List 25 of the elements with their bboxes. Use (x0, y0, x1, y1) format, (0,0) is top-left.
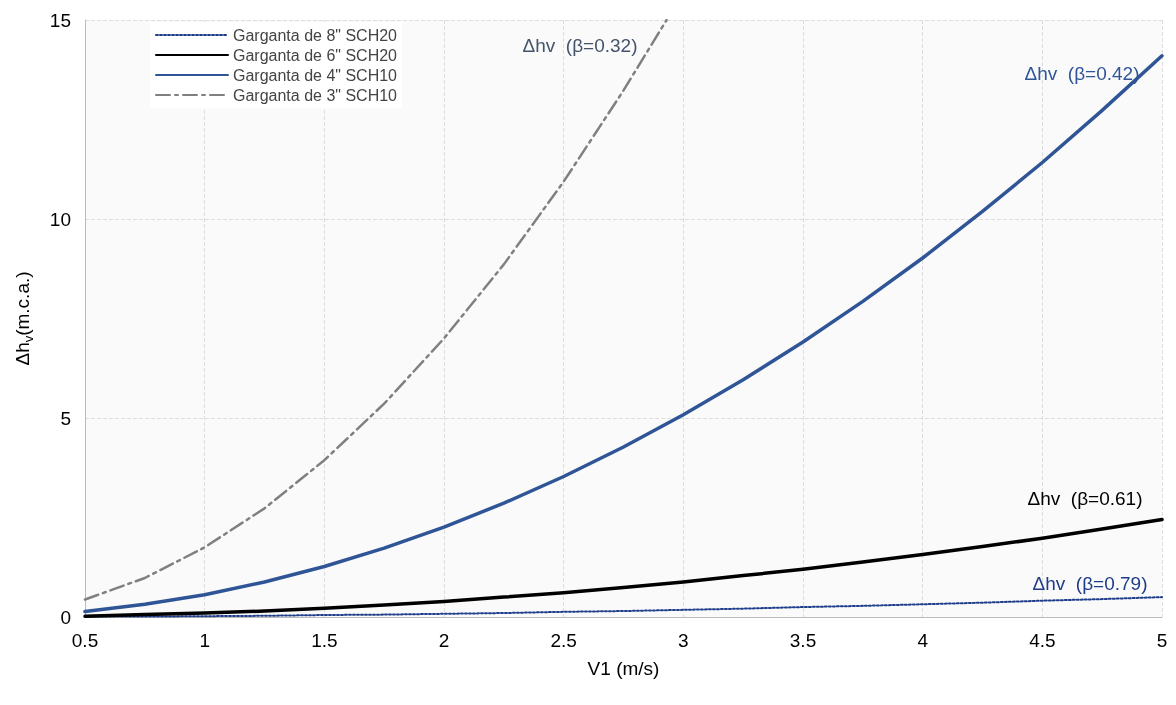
x-tick-label: 4 (917, 630, 929, 651)
y-tick-label: 10 (49, 208, 71, 230)
x-tick-label: 3.5 (789, 630, 817, 651)
legend-label: Garganta de 3" SCH10 (233, 86, 398, 104)
x-tick-label: 4.5 (1029, 630, 1056, 651)
x-tick-label: 0.5 (71, 630, 99, 651)
annotation: Δhv (β=0.32) (522, 34, 638, 56)
y-tick-label: 5 (60, 407, 71, 429)
y-tick-label: 0 (60, 606, 71, 628)
x-axis-title: V1 (m/s) (587, 658, 660, 679)
legend-label: Garganta de 6" SCH20 (233, 46, 398, 64)
legend-label: Garganta de 8" SCH20 (233, 26, 398, 44)
line-series (83, 18, 668, 601)
y-axis-title: Δhv(m.c.a.) (12, 271, 36, 366)
x-tick-label: 2.5 (550, 630, 577, 651)
annotation: Δhv (β=0.42) (1024, 62, 1140, 84)
x-tick-label: 2 (438, 630, 450, 651)
x-tick-label: 1 (199, 630, 210, 651)
annotation: Δhv (β=0.79) (1032, 572, 1148, 594)
x-tick-label: 5 (1156, 630, 1168, 651)
legend-label: Garganta de 4" SCH10 (233, 66, 398, 84)
annotation: Δhv (β=0.61) (1027, 487, 1143, 509)
x-tick-label: 1.5 (311, 630, 338, 651)
y-tick-label: 15 (49, 9, 71, 31)
x-tick-label: 3 (678, 630, 689, 651)
